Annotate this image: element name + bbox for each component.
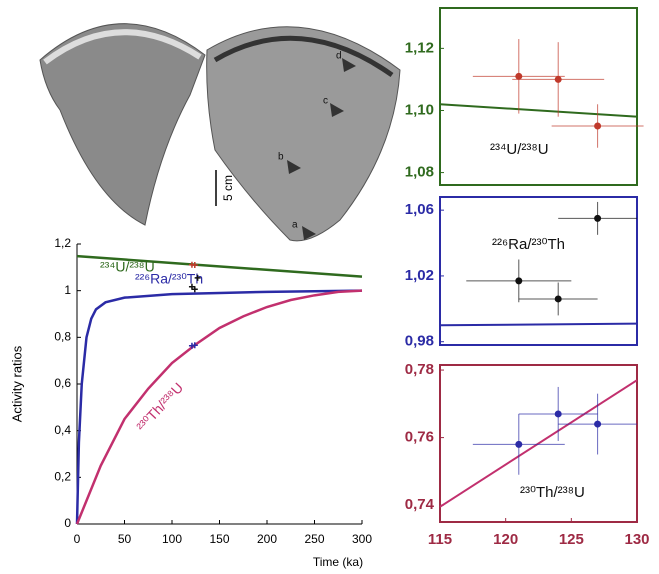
point [191,262,198,268]
curve [439,103,638,118]
curve [439,322,638,327]
x-tick-label: 100 [162,532,182,546]
marker-label: c [323,96,328,107]
marker [330,103,344,117]
series-label: ²³⁴U/²³⁸U [100,259,155,275]
point [594,420,602,428]
annotation: ²³⁰Th/²³⁸U [520,484,585,501]
marker-label: b [278,152,284,163]
point [554,295,562,303]
photo: d c b a 5 cm [39,23,401,242]
point [515,277,523,285]
series-label: ²³⁰Th/²³⁸U [133,379,186,434]
frame [439,196,638,346]
y-tick-label: 0,4 [54,423,71,437]
y-tick-label: 0,76 [405,429,434,446]
series-label: ²²⁶Ra/²³⁰Th [135,271,203,287]
marker-label: d [336,51,342,62]
curve [76,254,363,278]
x-tick-label: 0 [74,532,81,546]
x-tick-label: 300 [352,532,372,546]
marker-label: a [292,220,298,231]
marker [342,58,356,72]
x-axis-label: Time (ka) [313,555,363,569]
scale-label: 5 cm [221,175,235,201]
coral-band [43,29,202,65]
x-tick-label: 120 [493,531,518,548]
curve [75,289,363,525]
curve [439,379,638,508]
frame [439,364,638,523]
y-tick-label: 1,10 [405,101,434,118]
y-tick-label: 0,74 [405,496,435,513]
y-tick-label: 0,8 [54,330,71,344]
x-tick-label: 125 [559,531,584,548]
point [594,214,602,222]
point [515,440,523,448]
point [515,72,523,80]
marker [287,160,301,174]
frame [439,7,638,186]
annotation: ²²⁶Ra/²³⁰Th [492,236,565,253]
point [191,342,198,349]
annotation: ²³⁴U/²³⁸U [490,141,549,158]
y-tick-label: 1,02 [405,267,434,284]
curve [75,289,363,525]
point [594,122,602,130]
x-tick-label: 250 [304,532,324,546]
y-tick-label: 1 [64,283,71,297]
y-tick-label: 1,2 [54,236,71,250]
coral-left [39,23,206,226]
y-tick-label: 1,12 [405,39,434,56]
y-tick-label: 0,78 [405,361,434,378]
y-axis-label: Activity ratios [9,345,24,422]
x-tick-label: 130 [624,531,649,548]
y-tick-label: 0,2 [54,470,71,484]
x-tick-label: 150 [209,532,229,546]
point [194,274,201,281]
marker [302,226,316,240]
x-tick-label: 50 [118,532,132,546]
point [191,286,198,293]
x-tick-label: 200 [257,532,277,546]
x-tick-label: 115 [428,531,452,548]
point [554,410,562,418]
coral-right [206,26,401,242]
y-tick-label: 0,6 [54,376,71,390]
y-tick-label: 1,06 [405,201,434,218]
point [554,75,562,83]
y-tick-label: 0 [64,516,71,530]
coral-band [213,35,394,78]
y-tick-label: 1,08 [405,164,434,181]
y-tick-label: 0,98 [405,333,434,350]
